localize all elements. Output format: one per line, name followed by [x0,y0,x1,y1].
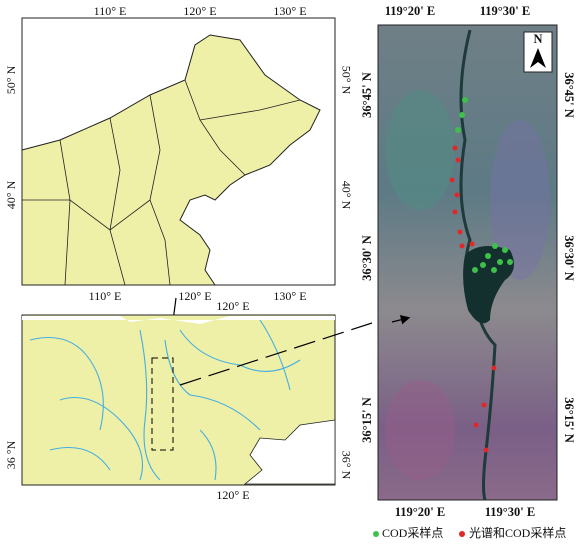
longitude-label: 120° E [216,299,249,313]
legend-marker [373,531,379,537]
longitude-label: 110° E [94,4,127,18]
legend-label: 光谱和COD采样点 [469,525,566,540]
latitude-label: 50° N [339,66,353,95]
latitude-label: 36°45' N [562,72,576,118]
regional-map: 120° E 120° E 36 °N 36° N [4,299,354,502]
longitude-label: 119°30' E [480,4,531,18]
latitude-label: 40° N [339,181,353,210]
longitude-label: 110° E [89,289,122,303]
overview-map: 110° E 120° E 130° E 110° E 120° E 130° … [4,4,354,303]
urban [385,380,455,480]
longitude-label: 120° E [216,488,249,502]
latitude-label: 50° N [4,65,18,94]
latitude-label: 36 °N [4,440,18,469]
latitude-label: 36°45' N [360,72,374,118]
longitude-label: 130° E [273,4,306,18]
figure: 110° E 120° E 130° E 110° E 120° E 130° … [0,0,580,545]
latitude-label: 40° N [4,180,18,209]
latitude-label: 36°15' N [562,397,576,443]
legend-marker [459,531,465,537]
latitude-label: 36°30' N [562,235,576,281]
legend-label: COD采样点 [382,525,443,540]
vegetation [385,90,455,210]
legend: COD采样点 光谱和COD采样点 [373,525,566,540]
latitude-label: 36°15' N [360,397,374,443]
satellite-image: N 119°20' E 119°30' E 119°20' E 119°30' … [360,4,576,519]
longitude-label: 119°30' E [485,505,536,519]
north-label: N [533,32,542,46]
longitude-label: 130° E [273,289,306,303]
longitude-label: 120° E [178,289,211,303]
longitude-label: 120° E [183,4,216,18]
latitude-label: 36° N [339,451,353,480]
longitude-label: 119°20' E [385,4,436,18]
longitude-label: 119°20' E [395,505,446,519]
latitude-label: 36°30' N [360,235,374,281]
